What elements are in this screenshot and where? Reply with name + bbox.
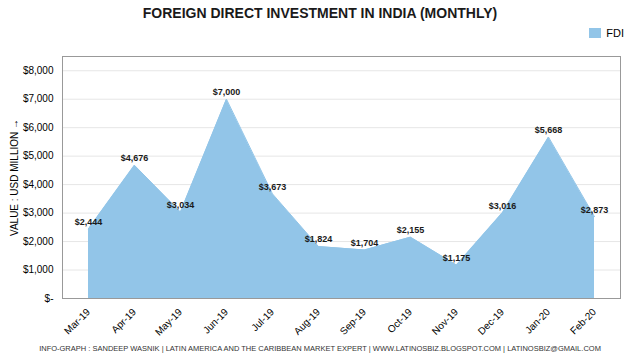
svg-text:$7,000: $7,000: [23, 93, 54, 104]
svg-text:$2,444: $2,444: [75, 217, 103, 227]
svg-text:Oct-19: Oct-19: [385, 306, 414, 335]
svg-text:Aug-19: Aug-19: [292, 306, 323, 337]
html-text:INFO-GRAPH : SANDEEP WASNIK |: INFO-GRAPH : SANDEEP WASNIK | LATIN AMER…: [39, 344, 601, 353]
svg-text:$1,824: $1,824: [305, 234, 333, 244]
svg-text:$6,000: $6,000: [23, 122, 54, 133]
svg-text:$7,000: $7,000: [213, 87, 241, 97]
svg-text:Mar-19: Mar-19: [62, 306, 92, 336]
svg-text:$-: $-: [45, 293, 54, 304]
svg-text:Jul-19: Jul-19: [249, 306, 276, 333]
svg-text:VALUE : USD MILLION →: VALUE : USD MILLION →: [9, 119, 20, 236]
svg-text:$3,034: $3,034: [167, 200, 195, 210]
svg-text:Dec-19: Dec-19: [476, 306, 507, 337]
svg-text:$1,000: $1,000: [23, 264, 54, 275]
svg-text:$4,000: $4,000: [23, 179, 54, 190]
html-text:FOREIGN DIRECT INVESTMENT IN I: FOREIGN DIRECT INVESTMENT IN INDIA (MONT…: [142, 5, 498, 21]
svg-text:$8,000: $8,000: [23, 65, 54, 76]
svg-text:$1,704: $1,704: [351, 238, 379, 248]
svg-text:$3,016: $3,016: [489, 201, 517, 211]
svg-text:$2,873: $2,873: [581, 205, 609, 215]
svg-text:Nov-19: Nov-19: [430, 306, 461, 337]
svg-text:$5,668: $5,668: [535, 125, 563, 135]
html-text:FDI: FDI: [606, 27, 624, 39]
svg-text:Apr-19: Apr-19: [109, 306, 138, 335]
svg-text:May-19: May-19: [153, 306, 185, 338]
svg-text:$4,676: $4,676: [121, 153, 149, 163]
svg-text:$3,673: $3,673: [259, 182, 287, 192]
svg-text:Sep-19: Sep-19: [338, 306, 369, 337]
svg-text:Jan-20: Jan-20: [523, 306, 553, 336]
svg-text:Feb-20: Feb-20: [568, 306, 598, 336]
svg-text:$2,155: $2,155: [397, 225, 425, 235]
svg-text:$2,000: $2,000: [23, 236, 54, 247]
svg-text:Jun-19: Jun-19: [201, 306, 231, 336]
svg-text:$3,000: $3,000: [23, 207, 54, 218]
svg-text:$5,000: $5,000: [23, 150, 54, 161]
svg-text:$1,175: $1,175: [443, 253, 471, 263]
